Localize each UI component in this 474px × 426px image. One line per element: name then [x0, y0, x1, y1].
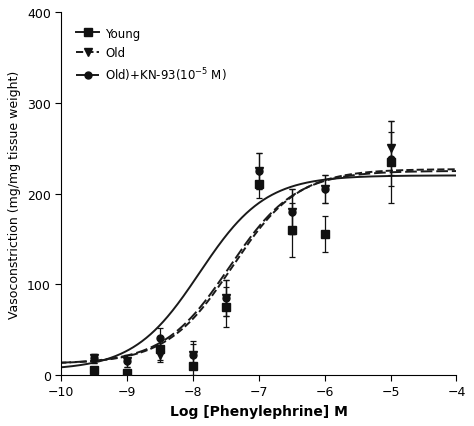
Y-axis label: Vasoconstriction (mg/mg tissue weight): Vasoconstriction (mg/mg tissue weight) — [9, 70, 21, 318]
X-axis label: Log [Phenylephrine] M: Log [Phenylephrine] M — [170, 404, 348, 417]
Legend: Young, Old, Old)+KN-93(10$^{-5}$ M): Young, Old, Old)+KN-93(10$^{-5}$ M) — [71, 23, 232, 89]
